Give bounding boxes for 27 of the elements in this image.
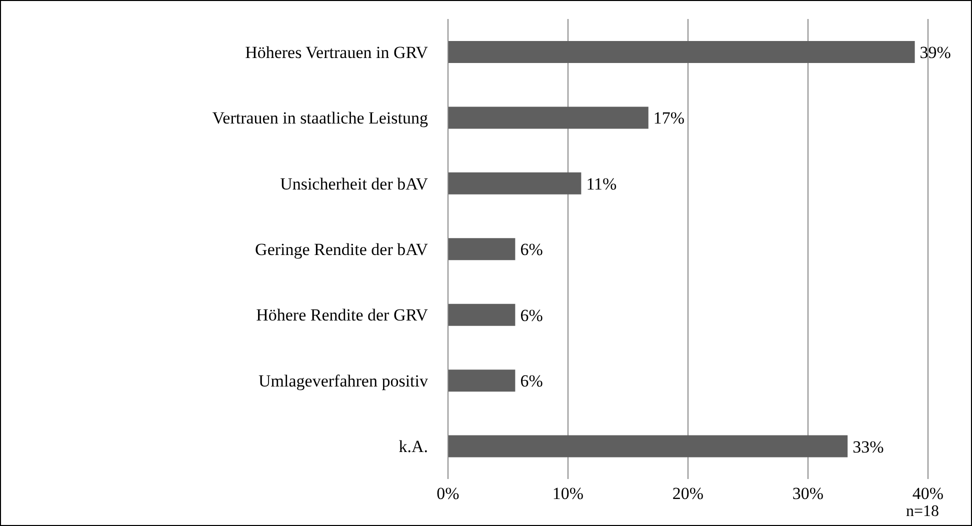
y-tick-label: Umlageverfahren positiv (258, 371, 428, 390)
x-tick-label: 10% (552, 484, 584, 504)
bar (448, 106, 648, 129)
y-tick-label: Höhere Rendite der GRV (256, 306, 429, 325)
y-tick-label: Vertrauen in staatliche Leistung (212, 108, 428, 128)
y-tick-label: Unsicherheit der bAV (280, 174, 429, 194)
bar (448, 304, 516, 326)
bar (448, 435, 848, 458)
bar (448, 370, 516, 392)
x-tick-label: 0% (436, 484, 460, 504)
data-label: 17% (653, 108, 685, 128)
data-label: 6% (520, 372, 543, 391)
y-tick-label: Höheres Vertrauen in GRV (245, 42, 429, 62)
text: n=18 (906, 503, 939, 521)
data-label: 6% (520, 306, 543, 325)
x-tick-label: 30% (792, 484, 824, 504)
x-tick-label: 20% (672, 484, 704, 504)
y-tick-label: k.A. (398, 437, 428, 456)
data-label: 33% (852, 437, 884, 456)
data-label: 6% (520, 240, 543, 260)
y-tick-label: Geringe Rendite der bAV (255, 240, 429, 260)
bar (448, 41, 915, 63)
x-tick-label: 40% (912, 484, 944, 504)
data-label: 39% (920, 43, 951, 62)
data-label: 11% (586, 174, 617, 194)
bar (448, 172, 582, 194)
bar (448, 238, 516, 260)
